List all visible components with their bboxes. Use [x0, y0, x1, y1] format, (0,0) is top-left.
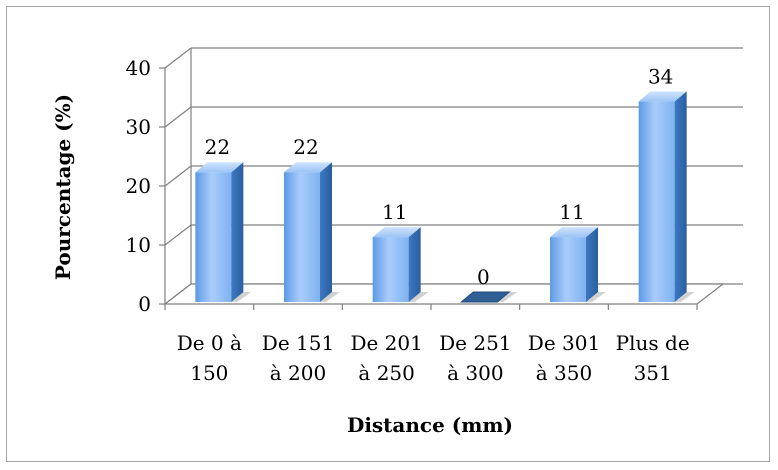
x-tick-label: Plus de — [616, 331, 690, 355]
bars — [195, 91, 695, 303]
data-label: 11 — [382, 200, 407, 224]
x-tick-label: à 350 — [536, 361, 592, 385]
bar-top — [284, 162, 332, 173]
x-tick-label: De 251 — [439, 331, 511, 355]
bar-front — [372, 237, 409, 302]
bar-top — [195, 162, 244, 173]
grid-diagonal — [164, 224, 192, 246]
bar-front — [550, 237, 586, 302]
x-tick-label: De 0 à — [177, 331, 242, 355]
x-tick-label: De 301 — [528, 331, 600, 355]
y-tick-label: 30 — [126, 115, 151, 139]
bar — [550, 227, 606, 302]
grid-diagonal — [164, 106, 192, 128]
bar-side — [586, 227, 598, 302]
axes — [159, 48, 725, 310]
bar — [284, 162, 340, 302]
bar — [638, 91, 695, 303]
y-tick-label: 40 — [126, 56, 151, 80]
labels: 0 10 20 30 40 22 De 0 à 150 22 De 151 à 200 11 De 20… — [126, 56, 690, 385]
bar-front — [284, 172, 320, 302]
data-label: 22 — [293, 135, 318, 159]
bar — [195, 162, 252, 302]
bar-side — [231, 162, 244, 302]
bar-top — [638, 91, 687, 102]
bar-top — [550, 227, 598, 238]
x-tick-label: 351 — [634, 361, 672, 385]
x-axis-title: Distance (mm) — [347, 413, 513, 437]
bar-front — [638, 101, 675, 303]
data-label: 11 — [559, 200, 584, 224]
data-label: 0 — [477, 265, 490, 289]
grid-diagonal — [164, 47, 192, 69]
bar — [459, 291, 518, 303]
x-tick-label: 150 — [190, 361, 228, 385]
bar-top — [459, 291, 511, 303]
y-tick-label: 20 — [126, 174, 151, 198]
x-tick-label: à 200 — [270, 361, 326, 385]
data-label: 34 — [648, 64, 673, 88]
bar-side — [408, 227, 421, 302]
x-tick-label: De 201 — [350, 331, 422, 355]
y-tick-label: 0 — [138, 292, 151, 316]
y-axis-title: Pourcentage (%) — [51, 94, 75, 280]
data-label: 22 — [205, 135, 230, 159]
bar-top — [372, 227, 421, 238]
x-tick-label: à 300 — [447, 361, 503, 385]
x-tick-label: à 250 — [358, 361, 414, 385]
x-tick-label: De 151 — [262, 331, 334, 355]
bar-front — [195, 172, 232, 302]
grid-diagonal — [164, 165, 192, 187]
bar — [372, 227, 429, 302]
bar-side — [320, 162, 332, 302]
bar-side — [674, 91, 687, 303]
y-tick-label: 10 — [126, 233, 151, 257]
